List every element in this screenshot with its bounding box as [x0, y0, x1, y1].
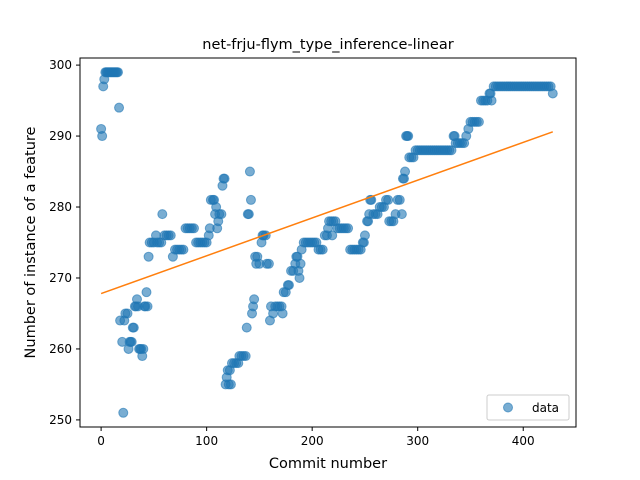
data-point — [384, 195, 393, 204]
data-point — [189, 224, 198, 233]
data-point — [395, 195, 404, 204]
data-point — [296, 259, 305, 268]
y-tick-label: 280 — [49, 200, 72, 214]
data-point — [548, 89, 557, 98]
data-point — [250, 295, 259, 304]
data-point — [142, 288, 151, 297]
axis-ticks: 0 100 200 300 400 250 260 270 280 290 300 — [49, 58, 535, 448]
data-point — [98, 132, 107, 141]
x-tick-label: 200 — [301, 434, 324, 448]
x-axis-label: Commit number — [269, 456, 387, 472]
data-point — [344, 224, 353, 233]
x-tick-label: 300 — [406, 434, 429, 448]
data-point — [129, 323, 138, 332]
x-tick-label: 0 — [97, 434, 105, 448]
data-point — [245, 167, 254, 176]
data-point — [115, 103, 124, 112]
legend-marker-data — [504, 403, 513, 412]
data-point — [127, 337, 136, 346]
legend-label-data: data — [532, 401, 559, 415]
chart-title: net-frju-flym_type_inference-linear — [202, 37, 453, 53]
data-point — [113, 68, 122, 77]
data-point — [119, 408, 128, 417]
data-point — [179, 245, 188, 254]
data-point — [246, 195, 255, 204]
data-point — [123, 309, 132, 318]
data-point — [404, 132, 413, 141]
data-point — [318, 245, 327, 254]
data-point — [264, 259, 273, 268]
x-tick-label: 400 — [512, 434, 535, 448]
y-tick-label: 270 — [49, 271, 72, 285]
fit-line-segment — [101, 132, 553, 294]
data-point — [220, 174, 229, 183]
data-point — [144, 252, 153, 261]
data-point — [487, 96, 496, 105]
data-point — [166, 231, 175, 240]
y-tick-label: 290 — [49, 129, 72, 143]
data-point — [474, 117, 483, 126]
data-point — [217, 210, 226, 219]
data-point — [241, 352, 250, 361]
data-point — [278, 309, 287, 318]
data-point — [284, 281, 293, 290]
data-point — [226, 380, 235, 389]
data-point — [242, 323, 251, 332]
data-point — [295, 273, 304, 282]
data-point — [158, 210, 167, 219]
data-point — [360, 231, 369, 240]
y-tick-label: 300 — [49, 58, 72, 72]
data-point — [139, 344, 148, 353]
fit-line — [101, 132, 553, 294]
y-tick-label: 260 — [49, 342, 72, 356]
data-point — [401, 167, 410, 176]
data-point — [244, 210, 253, 219]
x-tick-label: 100 — [195, 434, 218, 448]
data-point — [143, 302, 152, 311]
legend: data — [487, 395, 569, 420]
y-axis-label: Number of instance of a feature — [23, 126, 39, 358]
data-points — [97, 68, 558, 418]
data-point — [397, 210, 406, 219]
y-tick-label: 250 — [49, 413, 72, 427]
